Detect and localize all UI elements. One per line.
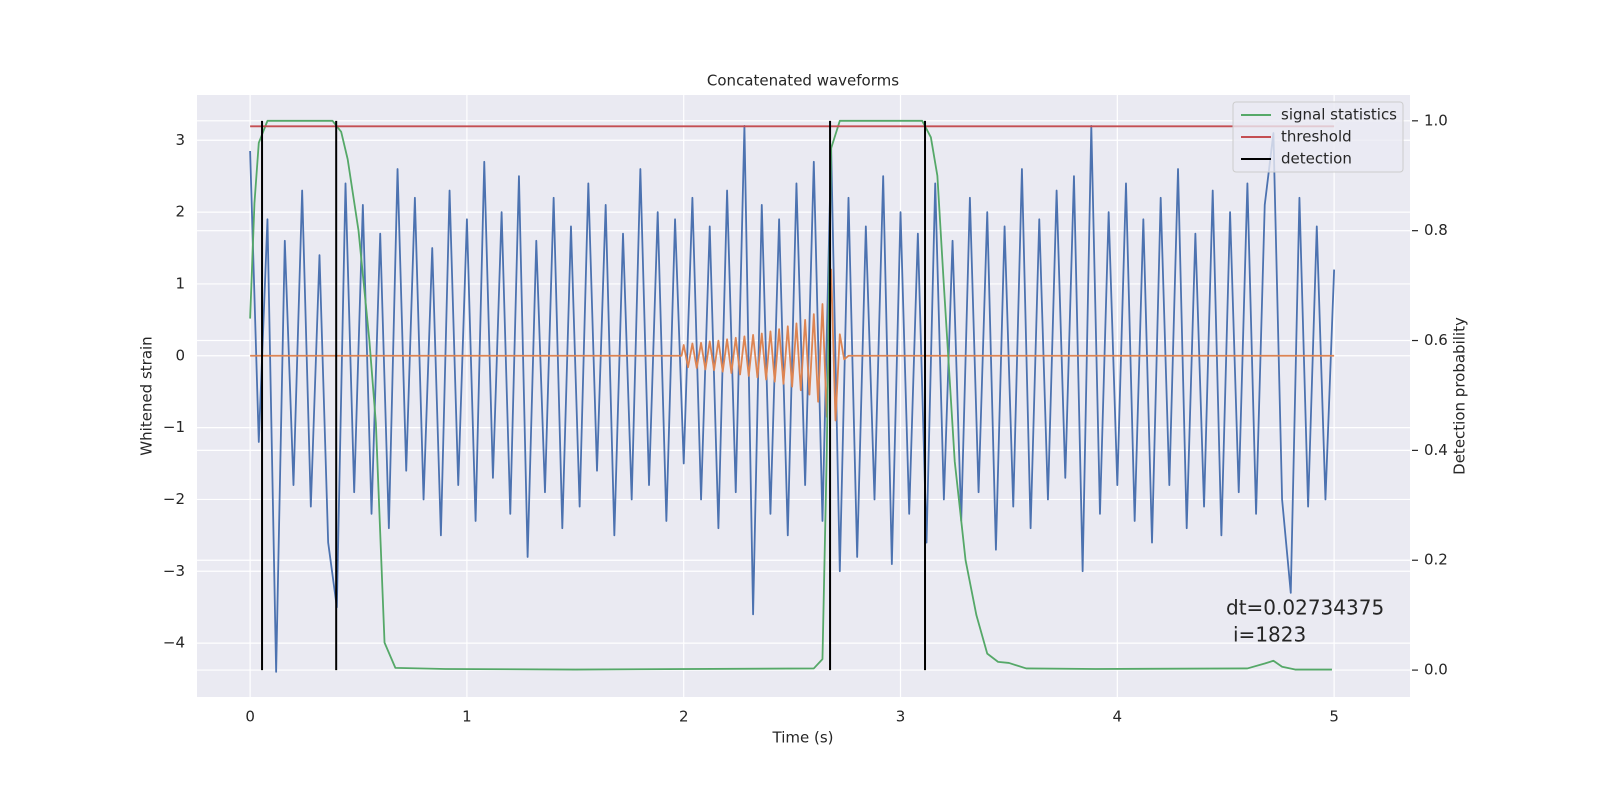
x-tick-label: 3: [896, 708, 906, 726]
x-tick-label: 0: [245, 708, 255, 726]
legend-label: signal statistics: [1281, 106, 1397, 124]
y-axis-label: Whitened strain: [138, 336, 156, 455]
legend-label: detection: [1281, 150, 1352, 168]
y-tick-label: 3: [175, 131, 185, 149]
y2-tick-label: 0.4: [1424, 441, 1448, 459]
x-tick-label: 1: [462, 708, 472, 726]
x-axis-label: Time (s): [772, 729, 834, 747]
y-tick-label: −2: [163, 490, 185, 508]
y2-tick-label: 0.2: [1424, 551, 1448, 569]
y-tick-label: −4: [163, 634, 185, 652]
series-line: [249, 119, 1332, 671]
legend-label: threshold: [1281, 128, 1352, 146]
y-tick-label: 1: [175, 274, 185, 292]
y-tick-label: 2: [175, 203, 185, 221]
series-line: [249, 124, 1336, 673]
y-tick-label: 0: [175, 346, 185, 364]
y2-axis-label: Detection probability: [1451, 317, 1469, 475]
y-tick-label: −1: [163, 418, 185, 436]
x-tick-label: 4: [1113, 708, 1123, 726]
y2-tick-label: 0.6: [1424, 331, 1448, 349]
y2-tick-label: 0.8: [1424, 221, 1448, 239]
y2-tick-label: 0.0: [1424, 661, 1448, 679]
series-line: [250, 268, 1335, 422]
y-tick-label: −3: [163, 562, 185, 580]
legend-box: [1232, 101, 1404, 173]
y2-tick-label: 1.0: [1424, 111, 1448, 129]
x-tick-label: 5: [1329, 708, 1339, 726]
chart-title: Concatenated waveforms: [707, 72, 899, 90]
annotation: i=1823: [1233, 623, 1306, 647]
x-tick-label: 2: [679, 708, 689, 726]
annotation: dt=0.02734375: [1226, 596, 1384, 620]
